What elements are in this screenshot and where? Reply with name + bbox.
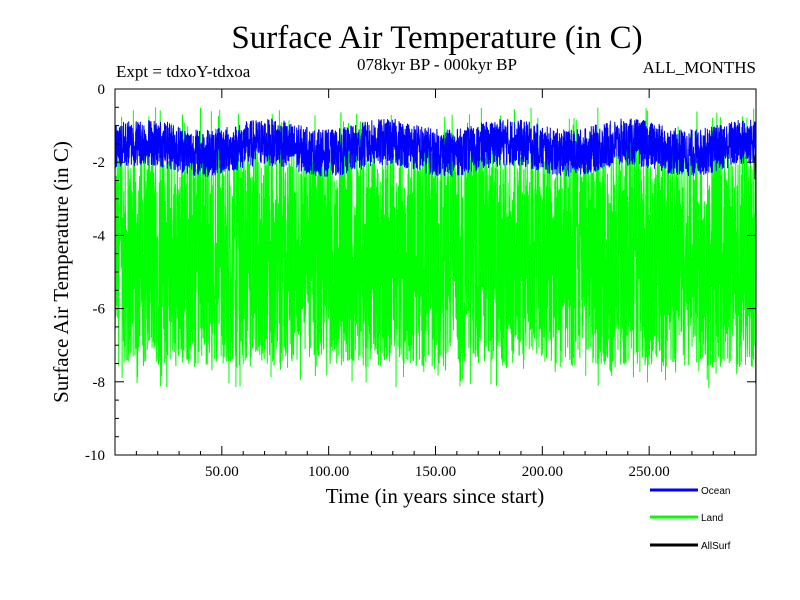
legend-label-ocean: Ocean [701, 486, 730, 497]
series-line-ocean [115, 118, 756, 177]
chart-title: Surface Air Temperature (in C) [231, 20, 642, 56]
y-tick-label: -8 [93, 375, 106, 391]
legend-label-land: Land [701, 513, 723, 524]
y-tick-label: -2 [93, 155, 106, 171]
x-tick-label: 50.00 [205, 464, 239, 480]
series-line-land [115, 107, 756, 388]
x-tick-label: 150.00 [415, 464, 456, 480]
y-axis-label: Surface Air Temperature (in C) [49, 141, 73, 403]
x-axis-label: Time (in years since start) [326, 484, 545, 508]
x-tick-label: 100.00 [308, 464, 349, 480]
y-tick-label: -6 [93, 302, 106, 318]
experiment-label: Expt = tdxoY-tdxoa [116, 62, 251, 81]
x-tick-label: 250.00 [629, 464, 670, 480]
x-tick-label: 200.00 [522, 464, 563, 480]
legend-label-allsurf: AllSurf [701, 541, 731, 552]
legend: Ocean Land AllSurf [650, 486, 731, 552]
y-tick-label: -4 [93, 228, 106, 244]
series-layer [115, 107, 756, 388]
chart-subtitle: 078kyr BP - 000kyr BP [357, 55, 517, 74]
y-tick-label: -10 [85, 448, 105, 464]
y-tick-label: 0 [98, 82, 106, 98]
period-label: ALL_MONTHS [643, 58, 756, 77]
axes-layer: 50.00 100.00 150.00 200.00 250.00 0 -2 -4 -6 -8 -1… [85, 82, 756, 480]
